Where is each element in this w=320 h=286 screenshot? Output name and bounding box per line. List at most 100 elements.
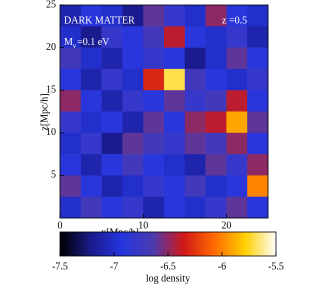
mass-sub: ν xyxy=(73,42,76,50)
heat-cell xyxy=(80,68,102,91)
heat-cell xyxy=(247,175,269,197)
x-tick-label: 10 xyxy=(138,220,148,231)
heat-cell xyxy=(122,111,144,134)
heat-cell xyxy=(80,111,102,134)
heat-cell xyxy=(205,5,227,27)
heat-cell xyxy=(205,196,227,219)
heat-cell xyxy=(60,68,82,91)
heat-cell xyxy=(143,26,165,48)
heat-cell xyxy=(184,5,206,27)
heat-cell xyxy=(60,132,82,155)
heat-cell xyxy=(101,5,123,27)
heat-cell xyxy=(164,90,186,112)
heat-cell xyxy=(60,47,82,70)
heat-cell xyxy=(101,132,123,155)
heat-cell xyxy=(184,154,206,176)
heat-cell xyxy=(122,175,144,197)
heat-cell xyxy=(80,196,102,219)
heat-cell xyxy=(143,68,165,91)
heat-cell xyxy=(60,90,82,112)
heat-cell xyxy=(122,154,144,176)
heat-cell xyxy=(60,154,82,176)
heat-cell xyxy=(101,196,123,219)
heat-cell xyxy=(80,47,102,70)
heat-cell xyxy=(101,90,123,112)
heat-cell xyxy=(80,132,102,155)
y-tick-label: 25 xyxy=(46,0,56,10)
heat-cell xyxy=(226,68,248,91)
heat-cell xyxy=(226,111,248,134)
heat-cell xyxy=(143,5,165,27)
heat-cell xyxy=(164,5,186,27)
heat-cell xyxy=(205,68,227,91)
heat-cell xyxy=(101,26,123,48)
heat-cell xyxy=(184,132,206,155)
heat-cell xyxy=(143,132,165,155)
heat-cell xyxy=(226,175,248,197)
heat-cell xyxy=(80,175,102,197)
heat-cell xyxy=(122,47,144,70)
heat-cell xyxy=(226,47,248,70)
heat-cell xyxy=(226,26,248,48)
heat-cell xyxy=(205,47,227,70)
x-tick-label: 0 xyxy=(58,220,63,231)
heat-cell xyxy=(80,90,102,112)
annotation-mass: Mν=0.1 eV xyxy=(64,37,110,49)
y-axis-label: z[Mpc/h] xyxy=(39,93,50,130)
heat-cell xyxy=(60,5,82,27)
heat-cell xyxy=(184,47,206,70)
heat-cell xyxy=(247,26,269,48)
heat-cell xyxy=(60,196,82,219)
heat-cell xyxy=(122,132,144,155)
heat-cell xyxy=(164,175,186,197)
heat-cell xyxy=(247,111,269,134)
heat-cell xyxy=(164,154,186,176)
heat-cell xyxy=(184,196,206,219)
heat-cell xyxy=(164,111,186,134)
y-tick-label: 10 xyxy=(46,127,56,138)
y-tick-label: 20 xyxy=(46,42,56,53)
colorbar-tick-label: -5.5 xyxy=(268,261,284,272)
heat-cell xyxy=(205,175,227,197)
heat-cell xyxy=(205,132,227,155)
heat-cell xyxy=(164,132,186,155)
heat-cell xyxy=(101,47,123,70)
heat-cell xyxy=(247,132,269,155)
heat-cell xyxy=(80,5,102,27)
heat-cell xyxy=(143,47,165,70)
heat-cell xyxy=(184,26,206,48)
heat-cell xyxy=(143,196,165,219)
mass-rest: =0.1 eV xyxy=(77,37,110,48)
heat-cell xyxy=(122,196,144,219)
heat-cell xyxy=(143,90,165,112)
heat-cell xyxy=(143,111,165,134)
heat-cell xyxy=(205,111,227,134)
heat-cell xyxy=(101,175,123,197)
heat-cell xyxy=(205,154,227,176)
annotation-title: DARK MATTER xyxy=(64,15,135,26)
heat-cell xyxy=(247,5,269,27)
heat-cell xyxy=(143,154,165,176)
heat-cell xyxy=(164,47,186,70)
heat-cell xyxy=(164,26,186,48)
heat-cell xyxy=(184,175,206,197)
heat-cell xyxy=(101,111,123,134)
heat-cell xyxy=(184,68,206,91)
heat-cell xyxy=(205,26,227,48)
heat-cell xyxy=(122,68,144,91)
colorbar-tick-label: -7 xyxy=(110,261,118,272)
heat-cell xyxy=(205,90,227,112)
colorbar-tick-label: -6.5 xyxy=(160,261,176,272)
heat-cell xyxy=(247,154,269,176)
heat-cell xyxy=(122,5,144,27)
heat-cell xyxy=(60,111,82,134)
heat-cell xyxy=(184,111,206,134)
heat-cell xyxy=(184,90,206,112)
heat-cell xyxy=(80,26,102,48)
colorbar-tick-label: -6 xyxy=(218,261,226,272)
heat-cell xyxy=(226,5,248,27)
heat-cell xyxy=(247,68,269,91)
heat-cell xyxy=(122,90,144,112)
plot-frame xyxy=(59,4,269,219)
heat-cell xyxy=(80,154,102,176)
